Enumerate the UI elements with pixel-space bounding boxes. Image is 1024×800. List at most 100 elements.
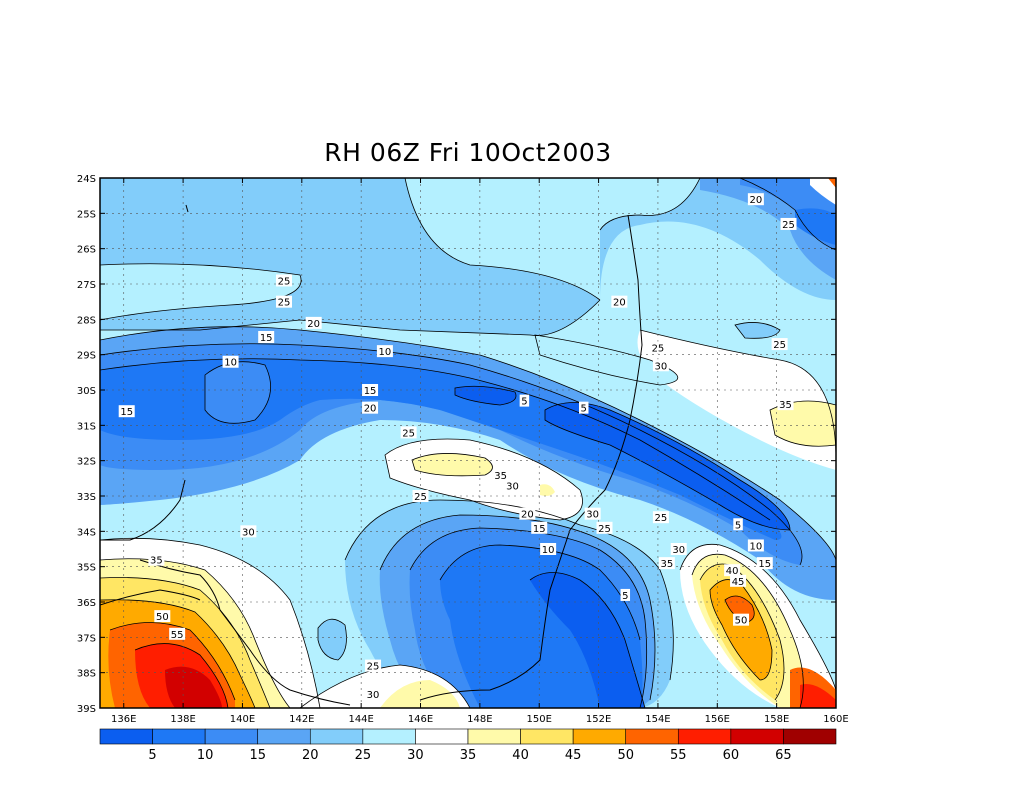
contour-label-bg (148, 553, 165, 566)
contour-label-text: 25 (652, 344, 665, 355)
contour-label-text: 45 (732, 577, 745, 588)
contour-label: 10 (222, 355, 239, 369)
contour-label: 20 (519, 507, 536, 521)
colorbar-swatch (152, 728, 206, 745)
contour-label: 30 (504, 479, 521, 492)
contour-label: 25 (276, 274, 292, 287)
contour-label-text: 55 (171, 630, 184, 641)
colorbar-swatch (415, 728, 469, 745)
lat-label: 30S (77, 386, 96, 397)
contour-label-text: 35 (660, 559, 673, 570)
lon-label: 142E (289, 714, 314, 725)
contour-label-bg (362, 384, 379, 396)
colorbar-label: 15 (249, 748, 266, 763)
colorbar-swatch (362, 728, 416, 745)
colorbar-label: 60 (723, 748, 740, 763)
contour-label: 15 (362, 384, 379, 397)
lon-label: 158E (764, 714, 789, 725)
contour-label-text: 20 (307, 319, 320, 330)
contour-label-text: 5 (622, 591, 628, 602)
contour-label-bg (747, 539, 764, 552)
colorbar-swatch (572, 728, 627, 745)
coastline (100, 204, 643, 706)
lat-label: 34S (77, 527, 96, 538)
map-title: RH 06Z Fri 10Oct2003 (324, 138, 612, 167)
contour-label-bg (222, 355, 239, 368)
contour-label-text: 50 (156, 612, 169, 623)
contour-label: 30 (584, 507, 601, 521)
axis-ticks (100, 177, 837, 709)
colorbar-swatch (520, 728, 574, 745)
contour-label-text: 5 (735, 520, 741, 531)
contour-label-text: 50 (735, 616, 748, 627)
contour-label-bg (240, 525, 257, 538)
colorbar-label: 50 (617, 748, 634, 763)
contour-label-bg (611, 295, 628, 308)
contour-label: 25 (400, 426, 417, 439)
contour-label-text: 20 (521, 510, 534, 521)
lat-label: 27S (77, 280, 96, 291)
contour-label: 45 (730, 574, 747, 588)
lon-label: 146E (408, 714, 433, 725)
lon-label: 138E (170, 714, 195, 725)
contour-label-text: 25 (598, 524, 611, 535)
contour-label: 35 (658, 557, 675, 570)
contour-label: 15 (531, 521, 548, 535)
lat-label: 25S (77, 209, 96, 220)
contour-label-bg (365, 687, 382, 700)
colorbar-label: 10 (197, 748, 214, 763)
contour-label: 5 (519, 394, 530, 408)
contour-label-bg (519, 507, 536, 520)
contour-label: 20 (747, 193, 764, 206)
contour-label-text: 30 (506, 481, 519, 492)
contour-label-bg (733, 518, 743, 531)
lat-label: 24S (77, 174, 96, 185)
contour-label: 15 (258, 331, 275, 344)
contour-label-bg (258, 331, 275, 343)
colorbar-label: 25 (355, 748, 372, 763)
colorbar-swatch (309, 728, 364, 745)
contour-label-text: 30 (655, 361, 668, 372)
contour-label-bg (652, 359, 669, 372)
contour-label-bg (596, 521, 613, 534)
contour-label-text: 25 (782, 220, 795, 231)
contour-label: 5 (578, 401, 589, 415)
contour-label: 25 (771, 338, 788, 351)
lon-label: 144E (348, 714, 373, 725)
contour-label-text: 25 (278, 276, 291, 287)
contour-label: 40 (724, 564, 741, 577)
contour-label-text: 35 (779, 400, 792, 411)
colorbar-swatch (99, 728, 153, 745)
lon-label: 148E (467, 714, 492, 725)
colorbar-labels: 5 10 15 20 25 30 35 40 45 50 55 60 65 (148, 748, 791, 763)
contour-label-bg (733, 613, 750, 626)
lat-label: 31S (77, 421, 96, 432)
longitude-labels: 136E 138E 140E 142E 144E 146E 148E 150E 152E 154E… (111, 714, 849, 725)
lon-label: 156E (705, 714, 730, 725)
contour-label-bg (578, 401, 589, 414)
contour-label-text: 10 (224, 358, 237, 369)
lon-label: 160E (823, 714, 848, 725)
rh-field (100, 178, 836, 708)
contour-label: 50 (154, 610, 171, 623)
lat-label: 33S (77, 492, 96, 503)
contour-label-text: 5 (521, 397, 527, 408)
contour-label-bg (620, 588, 631, 601)
contour-label: 30 (670, 543, 687, 556)
contour-label-text: 10 (542, 545, 555, 556)
lon-label: 152E (586, 714, 611, 725)
contour-label-bg (771, 338, 788, 351)
colorbar-swatch (677, 728, 732, 745)
contour-label-text: 10 (379, 347, 392, 358)
colorbar-swatch (204, 728, 259, 745)
lat-label: 28S (77, 315, 96, 326)
contour-label-text: 35 (494, 471, 507, 482)
lat-label: 29S (77, 351, 96, 362)
lat-label: 38S (77, 669, 96, 680)
contour-label-bg (412, 490, 429, 502)
contour-label-bg (492, 468, 509, 481)
lon-label: 140E (230, 714, 255, 725)
contour-label-text: 40 (726, 566, 739, 577)
contour-label-bg (118, 405, 135, 418)
